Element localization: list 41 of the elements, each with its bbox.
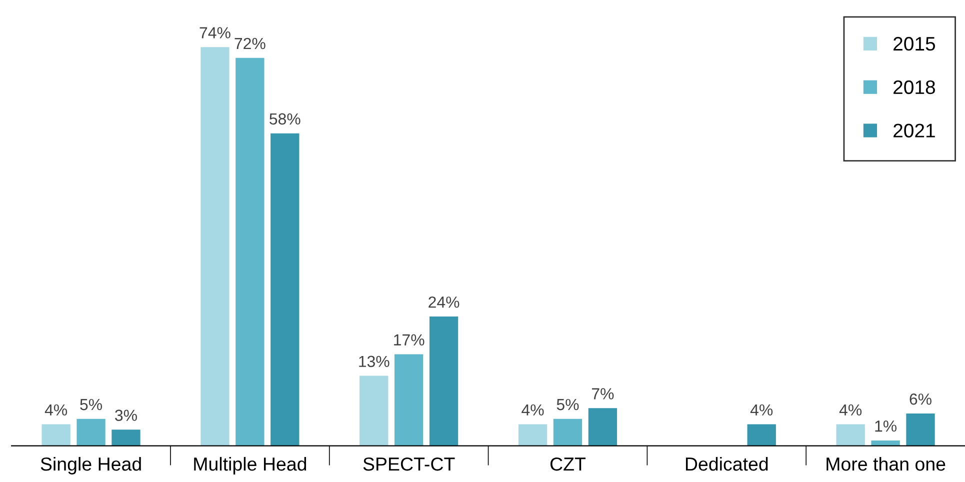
bar: [518, 424, 548, 446]
data-label: 7%: [592, 388, 614, 400]
bar: [836, 424, 865, 446]
bar: [553, 418, 582, 446]
bar: [42, 424, 70, 446]
bar: [429, 316, 458, 446]
bar: [76, 418, 106, 446]
x-tick-label: Multiple Head: [194, 456, 306, 474]
bar: [236, 58, 264, 446]
data-label: 58%: [270, 113, 300, 125]
bar: [747, 424, 776, 446]
x-tick-label: More than one: [826, 456, 946, 471]
data-label: 4%: [522, 404, 544, 416]
bar: [200, 47, 230, 446]
data-label: 5%: [80, 398, 102, 410]
data-label: 1%: [875, 420, 897, 432]
data-label: 6%: [910, 393, 932, 405]
bar: [112, 430, 140, 446]
bar: [360, 376, 388, 446]
data-label: 72%: [234, 38, 266, 50]
data-label: 5%: [556, 398, 579, 410]
x-tick-label: SPECT-CT: [363, 457, 455, 471]
data-label: 17%: [394, 334, 424, 346]
data-label: 4%: [839, 404, 862, 416]
data-label: 74%: [200, 27, 230, 38]
bar: [588, 408, 618, 446]
data-label: 4%: [750, 404, 773, 416]
legend-label: 2015: [894, 36, 936, 51]
data-label: 24%: [428, 296, 460, 308]
x-tick-label: Dedicated: [686, 456, 768, 471]
legend-label: 2018: [894, 80, 935, 94]
bar: [394, 354, 424, 446]
bar: [270, 133, 300, 446]
bar: [871, 440, 900, 446]
bar: [906, 414, 935, 446]
data-label: 13%: [359, 356, 390, 368]
x-tick-label: Single Head: [40, 456, 141, 474]
legend-label: 2021: [894, 124, 935, 138]
data-label: 4%: [44, 404, 68, 416]
data-label: 3%: [115, 410, 137, 421]
x-tick-label: CZT: [550, 457, 586, 471]
